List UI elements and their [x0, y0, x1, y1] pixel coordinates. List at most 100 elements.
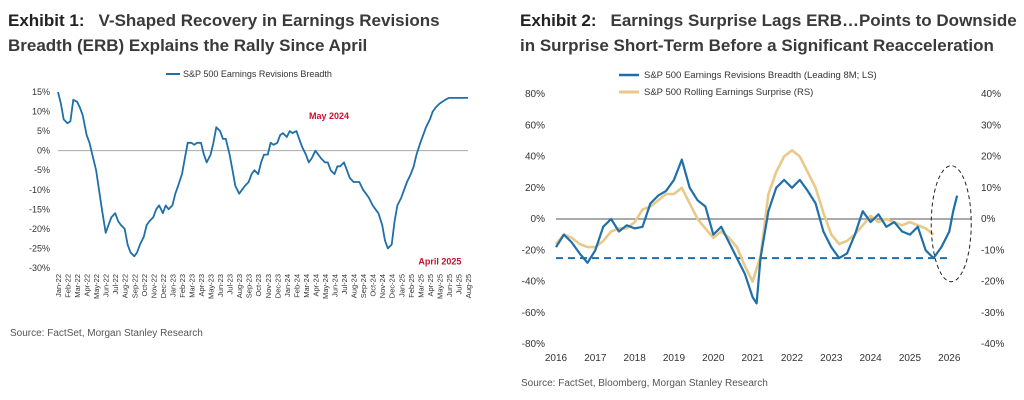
x-tick-label: 2025 — [899, 353, 922, 364]
x-tick-label: 2020 — [702, 353, 725, 364]
exhibit1-number: Exhibit 1: — [8, 11, 85, 30]
x-tick-label: Aug-25 — [464, 274, 473, 298]
exhibit2-source: Source: FactSet, Bloomberg, Morgan Stanl… — [521, 378, 768, 389]
y-tick-label: 0% — [37, 146, 50, 156]
left-y-tick-label: -20% — [522, 245, 545, 256]
exhibit2-chart: 80% 60% 40% 20% 0% -20% -40% -60% -80% 40% 30% 20% 1… — [522, 70, 1005, 364]
x-tick-label: Dec-24 — [388, 274, 397, 298]
legend-label: S&P 500 Earnings Revisions Breadth — [183, 69, 332, 79]
legend-label-surprise: S&P 500 Rolling Earnings Surprise (RS) — [644, 87, 813, 98]
x-tick-label: Mar-25 — [416, 274, 425, 298]
x-tick-label: Jul-22 — [111, 274, 120, 294]
x-tick-label: Aug-24 — [350, 274, 359, 298]
x-tick-label: Feb-24 — [292, 274, 301, 298]
x-tick-label: Oct-24 — [369, 274, 378, 297]
right-y-tick-label: 30% — [981, 120, 1001, 131]
x-tick-label: Feb-23 — [178, 274, 187, 298]
exhibit2-number: Exhibit 2: — [520, 11, 597, 30]
highlight-circle — [930, 165, 972, 283]
left-y-tick-label: 40% — [525, 152, 545, 163]
y-tick-label: -10% — [29, 185, 50, 195]
right-y-tick-label: -40% — [981, 339, 1004, 350]
x-tick-label: Apr-22 — [83, 274, 92, 297]
annotation-april-2025: April 2025 — [418, 256, 461, 266]
x-tick-label: Apr-25 — [426, 274, 435, 297]
x-tick-label: 2024 — [859, 353, 882, 364]
right-y-tick-label: 20% — [981, 152, 1001, 163]
left-y-tick-label: -60% — [522, 308, 545, 319]
x-tick-label: Oct-23 — [254, 274, 263, 297]
x-tick-label: 2017 — [584, 353, 607, 364]
exhibit1-chart: 15%10%5%0%-5%-10%-15%-20%-25%-30%Jan-22 F… — [29, 69, 473, 299]
x-tick-label: Feb-25 — [407, 274, 416, 298]
x-tick-label: Jun-24 — [331, 274, 340, 297]
legend-label-erb: S&P 500 Earnings Revisions Breadth (Lead… — [644, 70, 877, 81]
exhibit2-title: Exhibit 2: Earnings Surprise Lags ERB…Poi… — [520, 8, 1020, 58]
x-tick-label: Jul-23 — [226, 274, 235, 294]
surprise-series-line — [555, 149, 935, 283]
x-tick-label: 2022 — [781, 353, 804, 364]
left-y-tick-label: 60% — [525, 120, 545, 131]
y-tick-label: -20% — [29, 224, 50, 234]
erb-series-line — [57, 91, 468, 258]
x-tick-label: Jun-25 — [445, 274, 454, 297]
right-y-tick-label: 40% — [981, 89, 1001, 100]
left-y-tick-label: 80% — [525, 89, 545, 100]
right-y-tick-label: 10% — [981, 183, 1001, 194]
x-tick-label: Sep-23 — [245, 274, 254, 298]
x-tick-label: May-23 — [207, 274, 216, 299]
x-tick-label: Aug-23 — [235, 274, 244, 298]
x-tick-label: Jun-22 — [102, 274, 111, 297]
x-tick-label: Jan-22 — [54, 274, 63, 297]
exhibit1-source: Source: FactSet, Morgan Stanley Research — [10, 328, 203, 339]
y-tick-label: -15% — [29, 204, 50, 214]
y-tick-label: -5% — [34, 165, 50, 175]
x-tick-label: Feb-22 — [64, 274, 73, 298]
annotation-may-2024: May 2024 — [309, 111, 349, 121]
y-tick-label: 5% — [37, 126, 50, 136]
erb-series-line — [555, 158, 959, 305]
right-y-tick-label: -10% — [981, 245, 1004, 256]
exhibit1-title: Exhibit 1: V-Shaped Recovery in Earnings … — [8, 8, 498, 58]
x-tick-label: 2023 — [820, 353, 843, 364]
x-tick-label: Jul-24 — [340, 274, 349, 294]
exhibit1-title-text: V-Shaped Recovery in Earnings Revisions … — [8, 11, 440, 55]
x-tick-label: Nov-23 — [264, 274, 273, 298]
x-tick-label: Apr-24 — [311, 274, 320, 297]
left-y-tick-label: 20% — [525, 183, 545, 194]
x-tick-label: Dec-22 — [159, 274, 168, 298]
x-tick-label: Jul-25 — [454, 274, 463, 294]
y-tick-label: -30% — [29, 263, 50, 273]
left-y-tick-label: 0% — [531, 214, 546, 225]
left-y-tick-label: -80% — [522, 339, 545, 350]
right-y-tick-label: -20% — [981, 277, 1004, 288]
right-y-tick-label: 0% — [981, 214, 996, 225]
x-tick-label: Oct-22 — [140, 274, 149, 297]
x-tick-label: Mar-23 — [187, 274, 196, 298]
x-tick-label: Jun-23 — [216, 274, 225, 297]
y-tick-label: -25% — [29, 243, 50, 253]
x-tick-label: Nov-24 — [378, 274, 387, 298]
x-tick-label: 2026 — [938, 353, 961, 364]
x-tick-label: 2018 — [624, 353, 647, 364]
exhibit2-title-text: Earnings Surprise Lags ERB…Points to Dow… — [520, 11, 1017, 55]
y-tick-label: 10% — [32, 107, 50, 117]
x-tick-label: Dec-23 — [273, 274, 282, 298]
x-tick-label: 2016 — [545, 353, 568, 364]
right-y-tick-label: -30% — [981, 308, 1004, 319]
x-tick-label: May-24 — [321, 274, 330, 299]
y-tick-label: 15% — [32, 87, 50, 97]
x-tick-label: Mar-24 — [302, 274, 311, 298]
x-tick-label: 2021 — [742, 353, 765, 364]
x-tick-label: Mar-22 — [73, 274, 82, 298]
left-y-tick-label: -40% — [522, 277, 545, 288]
x-tick-label: Jan-24 — [283, 274, 292, 297]
x-tick-label: Nov-22 — [149, 274, 158, 298]
x-tick-label: Aug-22 — [121, 274, 130, 298]
x-tick-label: Jan-23 — [168, 274, 177, 297]
x-tick-label: Apr-23 — [197, 274, 206, 297]
x-tick-label: Sep-22 — [130, 274, 139, 298]
x-tick-label: Jan-25 — [397, 274, 406, 297]
x-tick-label: 2019 — [663, 353, 686, 364]
x-tick-label: May-25 — [435, 274, 444, 299]
